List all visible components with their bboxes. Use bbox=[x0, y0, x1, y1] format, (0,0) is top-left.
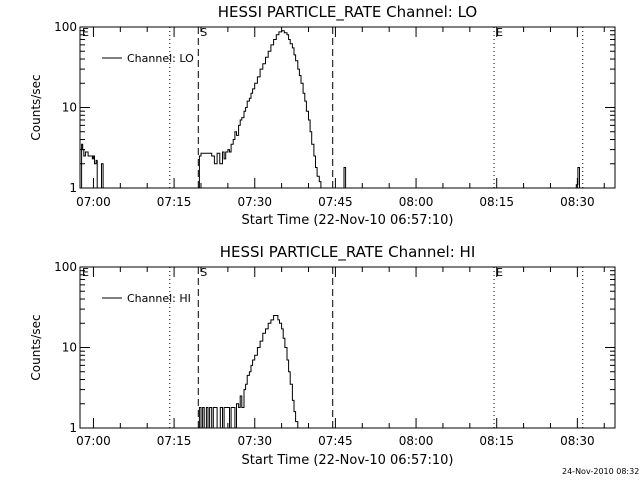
lo-channel-panel: HESSI PARTICLE_RATE Channel: LO 1 10 100 07:… bbox=[29, 3, 616, 228]
hi-channel-panel: HESSI PARTICLE_RATE Channel: HI 1 10 100 07:… bbox=[29, 243, 616, 468]
x-tick-label: 07:30 bbox=[237, 195, 272, 209]
x-tick-label: 07:45 bbox=[318, 434, 353, 448]
x-tick-label: 07:00 bbox=[76, 434, 111, 448]
y-axis-label: Counts/sec bbox=[29, 74, 43, 140]
x-tick-label: 07:15 bbox=[157, 195, 192, 209]
y-tick-label: 100 bbox=[54, 260, 77, 274]
x-tick-label: 07:45 bbox=[318, 195, 353, 209]
y-tick-label: 10 bbox=[62, 101, 77, 115]
y-tick-label: 1 bbox=[69, 421, 77, 435]
chart-title: HESSI PARTICLE_RATE Channel: LO bbox=[218, 3, 477, 22]
x-tick-label: 07:00 bbox=[76, 195, 111, 209]
marker-label: E bbox=[496, 26, 503, 39]
y-tick-label: 1 bbox=[69, 181, 77, 195]
x-tick-label: 08:30 bbox=[560, 195, 595, 209]
marker-label: S bbox=[200, 266, 207, 279]
x-tick-label: 08:15 bbox=[479, 434, 514, 448]
legend-entry: Channel: HI bbox=[127, 292, 191, 305]
x-tick-label: 08:30 bbox=[560, 434, 595, 448]
marker-label: E bbox=[82, 266, 89, 279]
legend-entry: Channel: LO bbox=[127, 52, 194, 65]
x-tick-label: 08:15 bbox=[479, 195, 514, 209]
series-line bbox=[80, 30, 580, 189]
series-line bbox=[198, 315, 300, 429]
marker-label: S bbox=[200, 26, 207, 39]
x-tick-label: 08:00 bbox=[399, 434, 434, 448]
x-tick-label: 08:00 bbox=[399, 195, 434, 209]
x-axis-label: Start Time (22-Nov-10 06:57:10) bbox=[242, 453, 454, 468]
x-tick-label: 07:15 bbox=[157, 434, 192, 448]
marker-label: E bbox=[496, 266, 503, 279]
y-tick-label: 10 bbox=[62, 341, 77, 355]
chart-title: HESSI PARTICLE_RATE Channel: HI bbox=[220, 243, 476, 262]
marker-label: E bbox=[82, 26, 89, 39]
render-timestamp: 24-Nov-2010 08:32 bbox=[562, 467, 639, 476]
x-axis-label: Start Time (22-Nov-10 06:57:10) bbox=[242, 213, 454, 228]
y-axis-label: Counts/sec bbox=[29, 314, 43, 380]
y-tick-label: 100 bbox=[54, 20, 77, 34]
x-tick-label: 07:30 bbox=[237, 434, 272, 448]
